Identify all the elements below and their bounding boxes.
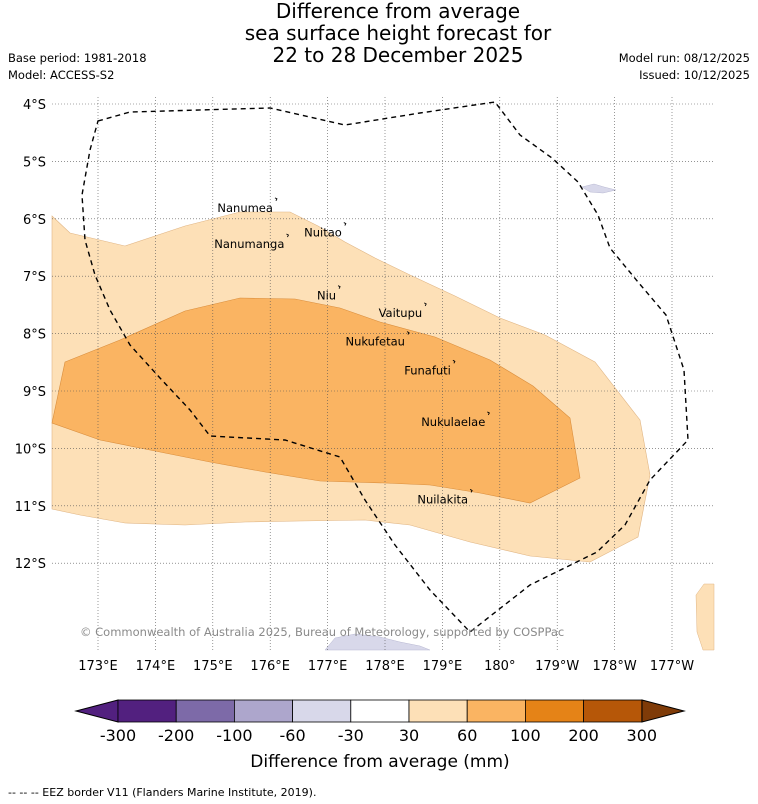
lon-tick-label: 178°W <box>593 659 637 674</box>
colorbar-tick: 30 <box>399 726 419 745</box>
title-line-3: 22 to 28 December 2025 <box>272 43 524 67</box>
colorbar-tick: 200 <box>568 726 599 745</box>
island-shape <box>343 222 347 226</box>
colorbar-bin <box>466 699 526 723</box>
lon-tick-label: 179°W <box>535 659 579 674</box>
lat-tick-label: 4°S <box>23 98 46 113</box>
lon-tick-label: 180° <box>484 659 515 674</box>
island-label: Nuilakita <box>417 492 468 506</box>
longitude-axis: 173°E 174°E 175°E 176°E 177°E 178°E 179°E 180° 1… <box>78 659 694 674</box>
colorbar-arrow-high <box>641 699 686 723</box>
colorbar-bin <box>350 699 410 723</box>
lat-tick-label: 5°S <box>23 155 46 170</box>
island-label: Nukufetau <box>345 335 404 349</box>
anomaly-area-30-60-se <box>695 583 715 651</box>
lat-tick-label: 10°S <box>15 442 46 457</box>
latitude-axis: 4°S 5°S 6°S 7°S 8°S 9°S 10°S 11°S 12°S <box>15 98 46 572</box>
island-shape <box>423 302 427 307</box>
map-title: Difference from average sea surface heig… <box>0 0 758 66</box>
lat-tick-label: 11°S <box>15 500 46 515</box>
lat-tick-label: 7°S <box>23 270 46 285</box>
lon-tick-label: 173°E <box>78 659 118 674</box>
colorbar-tick: 100 <box>510 726 541 745</box>
colorbar-bin <box>583 699 643 723</box>
island-shape <box>337 285 341 289</box>
colorbar-tick-labels: -300 -200 -100 -60 -30 30 60 100 200 300 <box>100 726 657 745</box>
island-label: Funafuti <box>404 363 451 377</box>
lat-tick-label: 12°S <box>15 557 46 572</box>
lat-tick-label: 9°S <box>23 385 46 400</box>
colorbar-bin <box>175 699 235 723</box>
island-shape <box>452 359 456 364</box>
colorbar-bin <box>292 699 352 723</box>
copyright-notice: © Commonwealth of Australia 2025, Bureau… <box>80 625 564 639</box>
colorbar-bin <box>117 699 177 723</box>
anomaly-area-60-100 <box>51 297 581 504</box>
meta-right: Model run: 08/12/2025 Issued: 10/12/2025 <box>619 50 750 84</box>
island-label: Nuitao <box>304 226 342 240</box>
colorbar-tick: 60 <box>457 726 477 745</box>
colorbar-bin <box>408 699 468 723</box>
lon-tick-label: 177°E <box>308 659 348 674</box>
lat-tick-label: 6°S <box>23 213 46 228</box>
colorbar-tick: -30 <box>338 726 364 745</box>
island-shape <box>469 489 473 493</box>
colorbar-bin <box>525 699 585 723</box>
anomaly-area-negative-south <box>324 633 431 651</box>
colorbar-segments <box>117 699 643 723</box>
colorbar-arrow-low <box>74 699 119 723</box>
gridlines <box>52 97 714 650</box>
colorbar-tick: -100 <box>216 726 252 745</box>
colorbar-tick: -200 <box>158 726 194 745</box>
title-line-1: Difference from average <box>275 0 521 23</box>
island-shape <box>487 411 490 416</box>
colorbar-bin <box>233 699 293 723</box>
lat-tick-label: 8°S <box>23 328 46 343</box>
colorbar-label: Difference from average (mm) <box>250 752 509 772</box>
base-period: Base period: 1981-2018 <box>8 51 147 65</box>
colorbar-tick: 300 <box>627 726 658 745</box>
title-line-2: sea surface height forecast for <box>244 21 552 45</box>
colorbar: -300 -200 -100 -60 -30 30 60 100 200 300 Differen… <box>74 699 686 772</box>
eez-footnote: -- -- -- EEZ border V11 (Flanders Marine… <box>8 786 317 799</box>
meta-left: Base period: 1981-2018 Model: ACCESS-S2 <box>8 50 147 84</box>
island-label: Vaitupu <box>379 306 423 320</box>
model-run: Model run: 08/12/2025 <box>618 51 750 65</box>
anomaly-area-negative-north <box>581 183 617 194</box>
island-shape <box>406 331 410 335</box>
map-panel: Nanumea Nuitao Nanumanga Niu Vaitupu Nukufeta… <box>51 97 715 651</box>
colorbar-tick: -300 <box>100 726 136 745</box>
lon-tick-label: 174°E <box>136 659 176 674</box>
issued-date: Issued: 10/12/2025 <box>639 68 750 82</box>
lon-tick-label: 175°E <box>193 659 233 674</box>
island-shape <box>286 233 290 238</box>
lon-tick-label: 178°E <box>365 659 405 674</box>
island-label: Nukulaelae <box>421 415 485 429</box>
islands-layer: Nanumea Nuitao Nanumanga Niu Vaitupu Nukufeta… <box>214 197 490 506</box>
island-label: Nanumea <box>217 201 273 215</box>
lon-tick-label: 177°W <box>650 659 694 674</box>
island-label: Niu <box>317 289 336 303</box>
island-shape <box>274 197 278 202</box>
island-label: Nanumanga <box>214 237 284 251</box>
colorbar-tick: -60 <box>280 726 306 745</box>
model-name: Model: ACCESS-S2 <box>8 68 115 82</box>
lon-tick-label: 179°E <box>423 659 463 674</box>
lon-tick-label: 176°E <box>250 659 290 674</box>
